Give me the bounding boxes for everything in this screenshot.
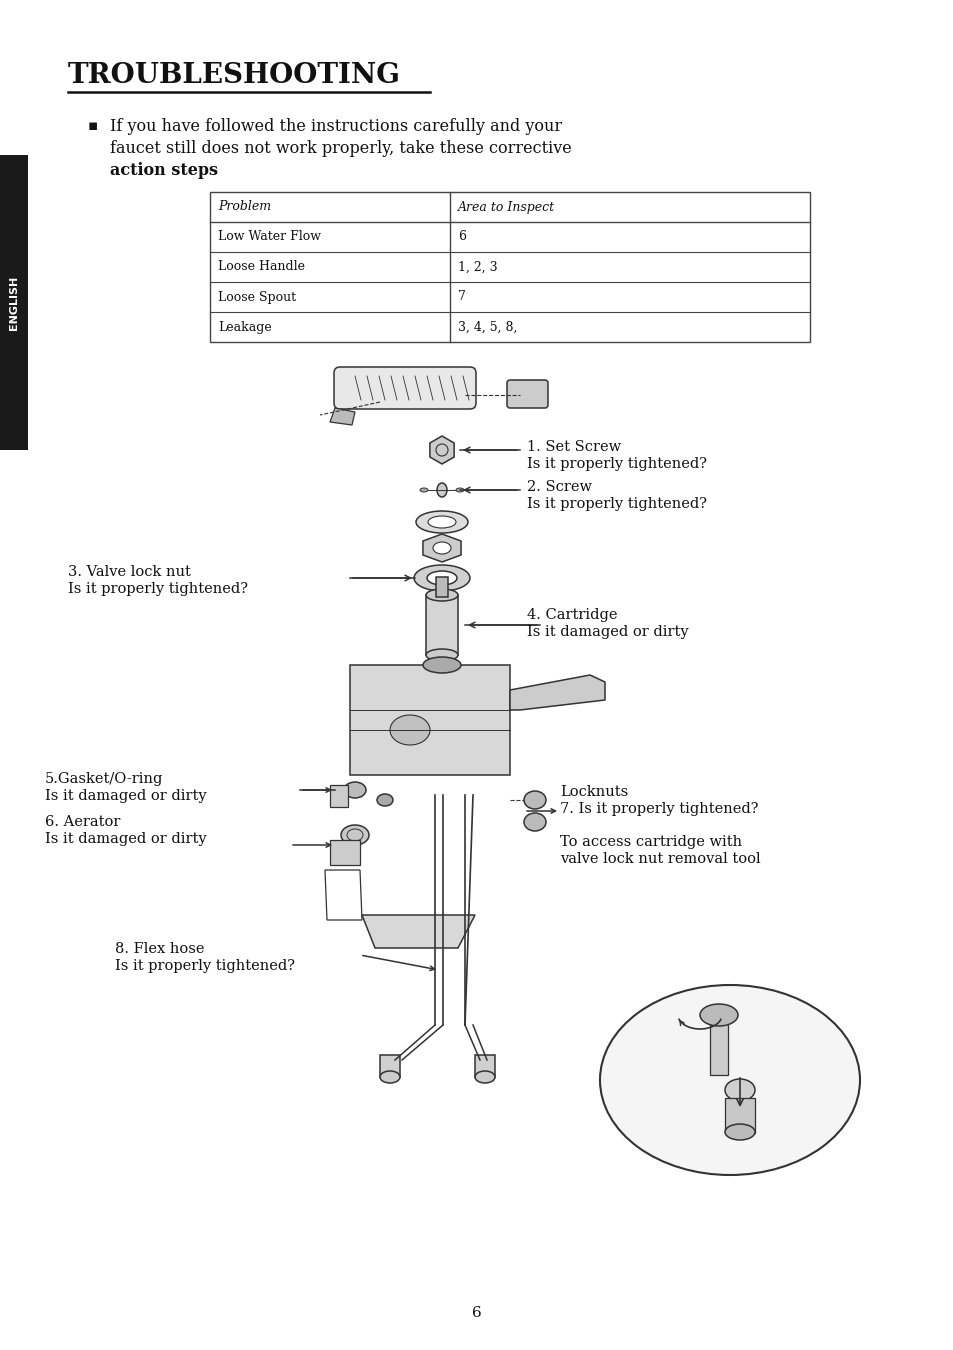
Text: ▪: ▪ (88, 117, 98, 134)
Bar (0, 155, 28, 450)
Text: To access cartridge with: To access cartridge with (559, 836, 741, 849)
Text: Is it properly tightened?: Is it properly tightened? (68, 582, 248, 595)
Ellipse shape (422, 657, 460, 674)
Polygon shape (422, 535, 460, 562)
Bar (475, 1054, 495, 1077)
Text: 6. Aerator: 6. Aerator (45, 815, 120, 829)
Ellipse shape (724, 1079, 754, 1102)
FancyBboxPatch shape (506, 379, 547, 408)
Polygon shape (330, 408, 355, 425)
Bar (379, 1054, 399, 1077)
Ellipse shape (376, 794, 393, 806)
Ellipse shape (427, 571, 456, 585)
Text: TROUBLESHOOTING: TROUBLESHOOTING (68, 62, 400, 89)
Bar (426, 595, 457, 655)
Text: 3. Valve lock nut: 3. Valve lock nut (68, 566, 191, 579)
Ellipse shape (419, 487, 428, 491)
Ellipse shape (523, 791, 545, 809)
Ellipse shape (475, 1071, 495, 1083)
Ellipse shape (344, 782, 366, 798)
Text: faucet still does not work properly, take these corrective: faucet still does not work properly, tak… (110, 140, 571, 157)
Text: 7. Is it properly tightened?: 7. Is it properly tightened? (559, 802, 758, 815)
Ellipse shape (433, 541, 451, 554)
Text: 6: 6 (457, 231, 465, 243)
Ellipse shape (456, 487, 463, 491)
Ellipse shape (599, 986, 859, 1174)
Bar (210, 192, 809, 342)
Text: 8. Flex hose: 8. Flex hose (115, 942, 204, 956)
Ellipse shape (414, 566, 470, 591)
Text: 6: 6 (472, 1305, 481, 1320)
Text: Leakage: Leakage (218, 320, 272, 333)
Bar (330, 840, 359, 865)
Ellipse shape (340, 825, 369, 845)
Text: 4. Cartridge: 4. Cartridge (526, 608, 617, 622)
Text: If you have followed the instructions carefully and your: If you have followed the instructions ca… (110, 117, 561, 135)
Ellipse shape (379, 1071, 399, 1083)
Text: Is it damaged or dirty: Is it damaged or dirty (45, 832, 207, 846)
Text: Low Water Flow: Low Water Flow (218, 231, 320, 243)
Text: Problem: Problem (218, 201, 271, 213)
Text: valve lock nut removal tool: valve lock nut removal tool (559, 852, 760, 865)
Ellipse shape (523, 813, 545, 832)
Text: Is it properly tightened?: Is it properly tightened? (115, 958, 294, 973)
Ellipse shape (426, 589, 457, 601)
Ellipse shape (428, 516, 456, 528)
Text: 1, 2, 3: 1, 2, 3 (457, 261, 497, 274)
Text: Area to Inspect: Area to Inspect (457, 201, 555, 213)
Ellipse shape (416, 512, 468, 533)
Text: Loose Spout: Loose Spout (218, 290, 295, 304)
Ellipse shape (700, 1004, 738, 1026)
Text: Locknuts: Locknuts (559, 784, 628, 799)
Text: Is it damaged or dirty: Is it damaged or dirty (526, 625, 688, 639)
Polygon shape (430, 436, 454, 464)
Ellipse shape (426, 649, 457, 662)
Text: 5.Gasket/O-ring: 5.Gasket/O-ring (45, 772, 163, 786)
Text: 1. Set Screw: 1. Set Screw (526, 440, 620, 454)
Text: Is it properly tightened?: Is it properly tightened? (526, 458, 706, 471)
Text: Loose Handle: Loose Handle (218, 261, 305, 274)
Text: Is it properly tightened?: Is it properly tightened? (526, 497, 706, 512)
Text: action steps: action steps (110, 162, 218, 180)
Bar (350, 666, 510, 775)
Text: Is it damaged or dirty: Is it damaged or dirty (45, 788, 207, 803)
Polygon shape (510, 675, 604, 710)
Ellipse shape (724, 1125, 754, 1139)
Text: 7: 7 (457, 290, 465, 304)
FancyBboxPatch shape (334, 367, 476, 409)
Bar (724, 1098, 754, 1133)
Bar (436, 576, 448, 597)
Bar (330, 784, 348, 807)
Text: 2. Screw: 2. Screw (526, 481, 592, 494)
Polygon shape (361, 915, 475, 948)
Text: ENGLISH: ENGLISH (9, 275, 19, 331)
Ellipse shape (390, 716, 430, 745)
Bar (709, 1021, 727, 1075)
Text: 3, 4, 5, 8,: 3, 4, 5, 8, (457, 320, 517, 333)
Ellipse shape (436, 483, 447, 497)
